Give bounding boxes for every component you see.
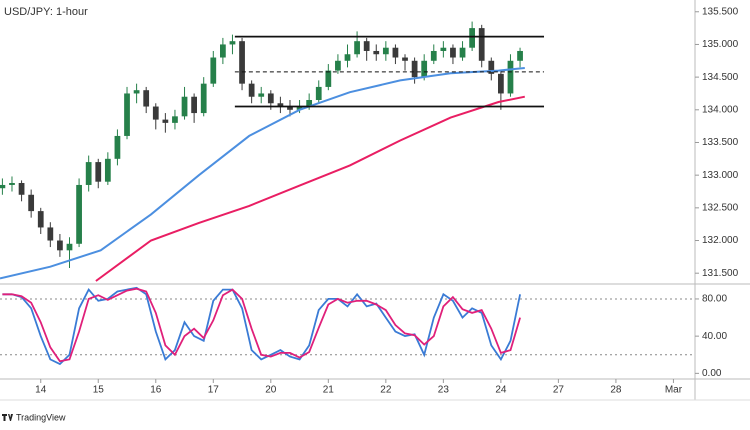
candle-body (277, 103, 284, 107)
x-tick-label: 28 (610, 385, 622, 396)
candle-body (28, 194, 35, 212)
candle-body (459, 47, 466, 58)
candle-body (440, 47, 447, 51)
tv-logo-mark (2, 414, 13, 421)
candle-body (143, 90, 150, 107)
candle-body (210, 57, 217, 84)
candle-body (162, 119, 169, 123)
x-tick-label: 23 (438, 385, 450, 396)
chart-title: USD/JPY: 1-hour (4, 6, 88, 18)
candle-body (181, 96, 188, 117)
x-tick-label: 14 (35, 385, 47, 396)
candle-body (517, 50, 523, 61)
x-tick-label: 20 (265, 385, 277, 396)
candle-body (114, 135, 121, 159)
candle-body (287, 106, 293, 110)
candle-body (172, 116, 178, 123)
moving-average (0, 67, 525, 280)
brand: TradingView (16, 412, 66, 422)
candle-body (306, 99, 313, 107)
candle-body (430, 50, 437, 61)
candle-body (296, 106, 303, 110)
candle-body (335, 60, 341, 71)
candle-body (488, 60, 495, 74)
candle-body (104, 158, 111, 182)
candle-body (18, 183, 25, 195)
y-tick-label: 131.500 (702, 268, 739, 279)
x-tick-label: 17 (208, 385, 220, 396)
candle-body (124, 93, 130, 136)
candle-body (498, 73, 504, 94)
candle-body (382, 47, 389, 55)
y-tick-label: 133.500 (702, 137, 739, 148)
candle-body (57, 240, 63, 251)
oscillator-line (2, 286, 521, 366)
candle-body (258, 93, 265, 97)
candle-body (66, 243, 73, 251)
candle-body (411, 60, 418, 78)
y-tick-label: 134.000 (702, 104, 739, 115)
candle-body (85, 162, 92, 185)
candle-body (392, 47, 399, 58)
y-tick-label: 0.00 (702, 368, 722, 379)
candle-body (95, 162, 102, 182)
candle-body (507, 60, 514, 94)
x-tick-label: 27 (553, 385, 565, 396)
candle-body (152, 106, 159, 120)
candle-body (354, 41, 360, 55)
candle-body (76, 184, 82, 244)
x-tick-label: 22 (380, 385, 392, 396)
candle-body (220, 44, 226, 58)
y-tick-label: 40.00 (702, 331, 727, 342)
candle-body (47, 227, 54, 241)
candle-body (133, 90, 140, 94)
candle-body (373, 50, 380, 55)
x-tick-label: 21 (323, 385, 335, 396)
candle-body (267, 93, 274, 104)
candle-body (248, 83, 255, 97)
candle-body (363, 41, 370, 51)
moving-average (95, 95, 525, 282)
candle-body (469, 28, 475, 48)
candle-body (402, 57, 408, 61)
candle-body (315, 86, 322, 100)
y-tick-label: 80.00 (702, 294, 727, 305)
oscillator-line (2, 287, 521, 363)
x-tick-label: Mar (665, 385, 683, 396)
candle-body (9, 183, 15, 185)
x-tick-label: 24 (495, 385, 507, 396)
y-tick-label: 132.000 (702, 235, 739, 246)
candle-body (191, 96, 197, 114)
y-tick-label: 133.000 (702, 170, 739, 181)
candle-body (325, 70, 332, 87)
candle-body (239, 41, 245, 84)
x-tick-label: 15 (93, 385, 105, 396)
y-tick-label: 132.500 (702, 202, 739, 213)
y-tick-label: 135.000 (702, 39, 739, 50)
candle-body (450, 47, 456, 58)
candle-body (344, 54, 351, 61)
candle-body (421, 60, 428, 78)
y-tick-label: 135.500 (702, 6, 739, 17)
candle-body (478, 28, 485, 61)
candle-body (37, 211, 44, 228)
candle-body (200, 83, 207, 114)
x-tick-label: 16 (150, 385, 162, 396)
y-tick-label: 134.500 (702, 72, 739, 83)
candle-body (0, 184, 6, 189)
candle-body (229, 41, 236, 45)
